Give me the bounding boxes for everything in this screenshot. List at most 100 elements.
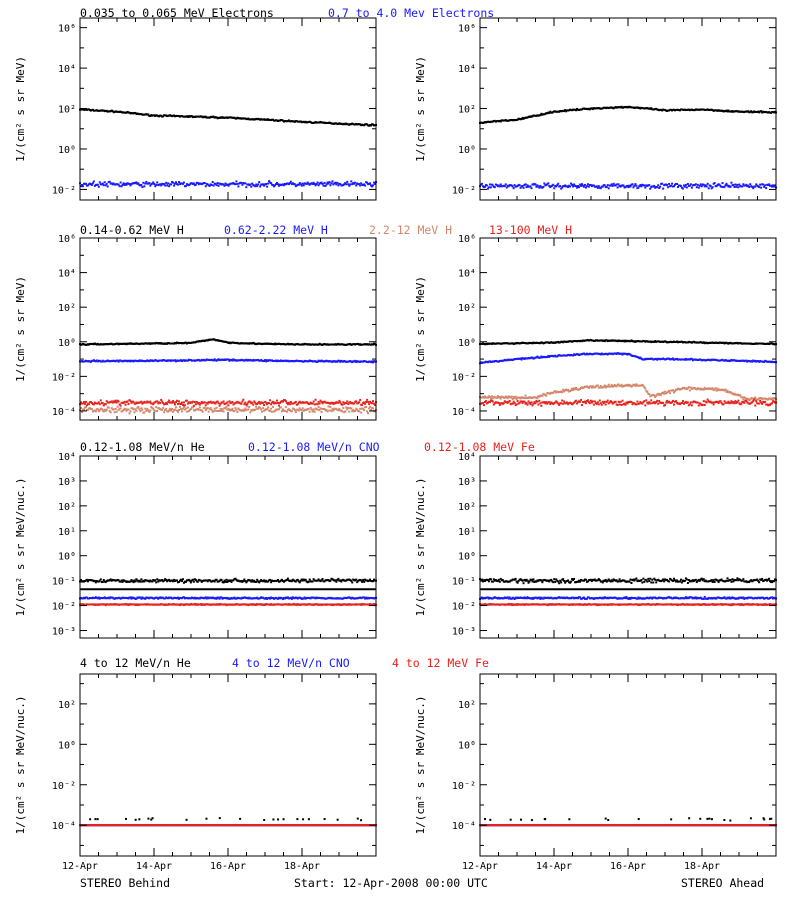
data-point [363,401,366,404]
data-point [109,578,112,581]
y-tick-label: 10² [458,303,476,314]
data-point [214,402,217,405]
data-point [590,386,593,389]
data-point [235,408,238,411]
data-point [683,185,686,188]
data-point [194,578,197,581]
data-point [636,400,639,403]
data-point [308,402,311,405]
data-point [272,400,275,403]
data-point [307,408,310,411]
data-point [548,184,551,187]
data-point [244,401,247,404]
data-point [181,182,184,185]
data-point [260,408,263,411]
data-point [299,579,302,582]
data-point [117,400,120,403]
data-point [171,408,174,411]
data-point [707,187,710,190]
y-axis-label: 1/(cm² s sr MeV) [14,276,27,382]
y-tick-label: 10⁰ [458,145,476,156]
data-point [282,580,285,583]
data-point [250,580,253,583]
data-point [312,400,315,403]
data-point [600,403,603,406]
data-point [757,398,760,401]
data-point [214,182,217,185]
data-point [481,580,484,583]
y-tick-label: 10⁻² [452,372,476,383]
data-point [363,580,366,583]
data-point [98,579,101,582]
data-point [256,185,259,188]
data-point [289,401,292,404]
y-axis-label: 1/(cm² s sr MeV) [14,56,27,162]
data-point [491,400,494,403]
data-point [263,360,266,363]
data-point [653,184,656,187]
data-point [336,360,339,363]
data-point [135,597,138,600]
data-point [200,400,203,403]
data-point [251,401,254,404]
data-point [224,407,227,410]
data-point [318,408,321,411]
data-point [253,579,256,582]
data-point [589,385,592,388]
data-point [646,390,649,393]
data-point [350,579,353,582]
data-point [666,399,669,402]
y-axis-label: 1/(cm² s sr MeV) [414,56,427,162]
data-point [574,388,577,391]
data-point [220,409,223,412]
data-point [536,184,539,187]
data-point [569,185,572,188]
data-point [215,184,218,187]
data-point [317,400,320,403]
data-point [347,406,350,409]
data-point [690,404,693,407]
data-point [86,408,89,411]
data-point [538,399,541,402]
data-point [332,183,335,186]
data-point [599,384,602,387]
data-point [635,383,638,386]
data-point [771,185,774,188]
data-point [705,401,708,404]
data-point [586,580,589,583]
data-point [517,579,520,582]
data-point [666,184,669,187]
data-point [231,401,234,404]
data-point [601,185,604,188]
data-point [248,406,251,409]
data-point [140,578,143,581]
series-protons-ahead-3 [479,398,777,407]
data-point [134,111,137,114]
data-point [329,579,332,582]
y-tick-label: 10⁰ [58,552,76,563]
series-header-label: 13-100 MeV H [489,223,572,237]
data-point [762,183,765,186]
data-point [700,185,703,188]
data-point [98,181,101,184]
data-point [300,184,303,187]
data-point [703,386,706,389]
data-point [523,396,526,399]
data-point [237,407,240,410]
data-point [334,579,337,582]
data-point [543,182,546,185]
data-point [176,399,179,402]
data-point [205,597,208,600]
data-point [266,185,269,188]
data-point [177,181,180,184]
data-point [767,398,770,401]
data-point [313,410,316,413]
data-point [589,399,592,402]
data-point [726,184,729,187]
data-point [113,401,116,404]
data-point [188,579,191,582]
data-point [617,383,620,386]
data-point [84,182,87,185]
data-point [223,579,226,582]
y-tick-label: 10⁻¹ [52,577,76,588]
